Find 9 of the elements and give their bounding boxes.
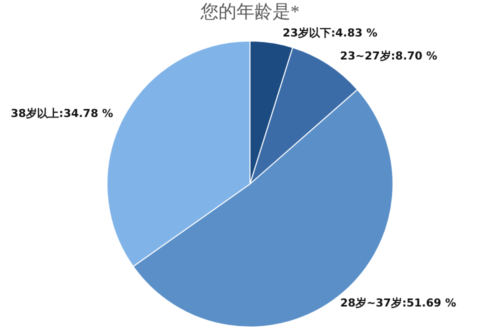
chart-title: 您的年龄是*: [200, 2, 300, 22]
data-label: :4.83 %: [330, 26, 378, 40]
data-label: :51.69 %: [402, 296, 456, 310]
slice-label: 28岁~37岁: [340, 296, 402, 310]
slice-label: 23岁以下: [282, 26, 331, 40]
slice-label: 23~27岁: [340, 50, 391, 63]
slice-label: 38岁以上: [10, 107, 60, 120]
data-label: :8.70 %: [390, 50, 438, 63]
data-label: :34.78 %: [59, 107, 114, 120]
